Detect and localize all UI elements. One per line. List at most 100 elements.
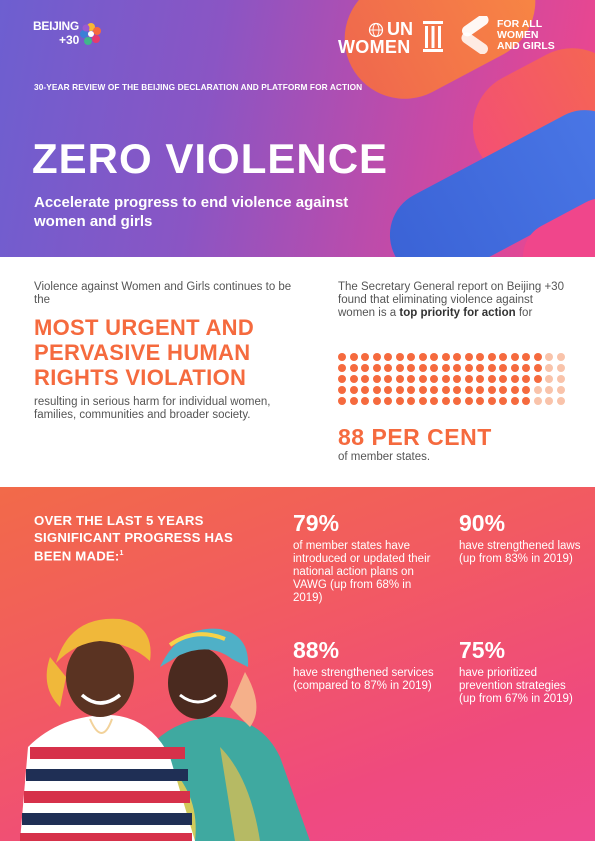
dot-empty <box>545 364 553 372</box>
dot-empty <box>556 375 565 383</box>
dot-filled <box>338 397 346 405</box>
dot-filled <box>453 397 461 405</box>
dot-filled <box>464 353 473 361</box>
striped-shirt <box>20 747 192 841</box>
un-text: UN <box>387 19 413 39</box>
page-title: ZERO VIOLENCE <box>32 135 389 182</box>
violation-intro: Violence against Women and Girls continu… <box>34 281 292 306</box>
and-girls-line: AND GIRLS <box>497 40 555 52</box>
dot-filled <box>533 353 542 361</box>
dot-filled <box>487 364 496 372</box>
dot-filled <box>522 386 530 394</box>
dot-filled <box>372 386 381 394</box>
un-women-logo: UN WOMEN <box>338 20 448 56</box>
dot-filled <box>453 364 461 372</box>
dot-filled <box>430 397 438 405</box>
review-tagline: 30-YEAR REVIEW OF THE BEIJING DECLARATIO… <box>34 82 363 92</box>
stat-description: of member states have introduced or upda… <box>293 540 431 604</box>
dot-filled <box>453 353 461 361</box>
dot-filled <box>522 353 530 361</box>
stat-services: 88% have strengthened services (compared… <box>293 638 443 693</box>
dot-filled <box>430 375 438 383</box>
dot-filled <box>487 397 496 405</box>
dot-filled <box>349 353 358 361</box>
for-all-women-and-girls-logo: FOR ALL WOMEN AND GIRLS <box>458 16 578 56</box>
dot-empty <box>556 386 565 394</box>
dot-filled <box>476 397 484 405</box>
report-text-bold: top priority for action <box>399 307 516 319</box>
for-all-mark-icon <box>461 16 489 54</box>
member-states-label: of member states. <box>338 451 431 463</box>
stat-percent: 88% <box>293 637 340 663</box>
stat-action-plans: 79% of member states have introduced or … <box>293 511 443 605</box>
dot-filled <box>464 375 473 383</box>
dot-filled <box>430 364 438 372</box>
dot-filled <box>361 375 369 383</box>
dot-filled <box>499 397 507 405</box>
dot-filled <box>522 397 530 405</box>
dot-empty <box>545 397 553 405</box>
dot-filled <box>361 386 369 394</box>
dot-filled <box>395 397 404 405</box>
dot-filled <box>418 353 427 361</box>
dot-filled <box>407 397 415 405</box>
dot-filled <box>510 364 519 372</box>
dot-filled <box>384 353 392 361</box>
dot-filled <box>384 364 392 372</box>
dot-filled <box>453 386 461 394</box>
dot-filled <box>407 386 415 394</box>
dot-filled <box>464 397 473 405</box>
for-all-line: FOR ALL <box>497 18 543 30</box>
un-globe-icon <box>368 22 384 38</box>
dot-filled <box>372 375 381 383</box>
beijing-30-logo: BEIJING +30 <box>33 18 113 50</box>
dot-filled <box>453 375 461 383</box>
dot-filled <box>476 386 484 394</box>
dot-filled <box>418 397 427 405</box>
stat-percent: 79% <box>293 510 340 536</box>
stat-description: have prioritized prevention strategies (… <box>459 667 573 705</box>
page-subtitle: Accelerate progress to end violence agai… <box>34 194 349 230</box>
dot-filled <box>522 375 530 383</box>
dot-filled <box>441 353 450 361</box>
dot-filled <box>349 386 358 394</box>
dot-filled <box>522 364 530 372</box>
footnote-marker: 1 <box>119 550 124 557</box>
dot-filled <box>487 353 496 361</box>
dot-empty <box>545 353 553 361</box>
dot-filled <box>441 375 450 383</box>
dot-filled <box>499 353 507 361</box>
dot-filled <box>510 375 519 383</box>
dot-filled <box>510 397 519 405</box>
dot-filled <box>384 397 392 405</box>
dot-empty <box>545 386 553 394</box>
dot-filled <box>338 386 346 394</box>
dot-filled <box>349 397 358 405</box>
dot-filled <box>499 364 507 372</box>
beijing-logo-number: +30 <box>59 33 80 47</box>
dot-filled <box>418 386 427 394</box>
dot-filled <box>476 375 484 383</box>
stat-percent: 90% <box>459 510 506 536</box>
dot-filled <box>510 386 519 394</box>
women-photo <box>20 618 310 841</box>
dot-filled <box>464 364 473 372</box>
dot-filled <box>499 375 507 383</box>
report-text-main: The Secretary General report on Beijing … <box>338 281 564 319</box>
dot-filled <box>372 353 381 361</box>
dot-filled <box>395 364 404 372</box>
dot-filled <box>338 353 346 361</box>
violation-outro: resulting in serious harm for individual… <box>34 396 271 421</box>
for-all-text: FOR ALL WOMEN AND GIRLS <box>497 19 555 52</box>
dot-empty <box>545 375 553 383</box>
dot-filled <box>349 375 358 383</box>
progress-heading-text: OVER THE LAST 5 YEARS SIGNIFICANT PROGRE… <box>34 513 233 564</box>
report-text: The Secretary General report on Beijing … <box>338 281 568 320</box>
progress-section: OVER THE LAST 5 YEARS SIGNIFICANT PROGRE… <box>0 487 595 841</box>
dot-filled <box>372 364 381 372</box>
dot-filled <box>384 375 392 383</box>
percentage-dot-grid <box>338 353 568 413</box>
priority-percent: 88 PER CENT <box>338 424 492 450</box>
un-women-emblem-icon <box>423 21 443 52</box>
dot-filled <box>349 364 358 372</box>
